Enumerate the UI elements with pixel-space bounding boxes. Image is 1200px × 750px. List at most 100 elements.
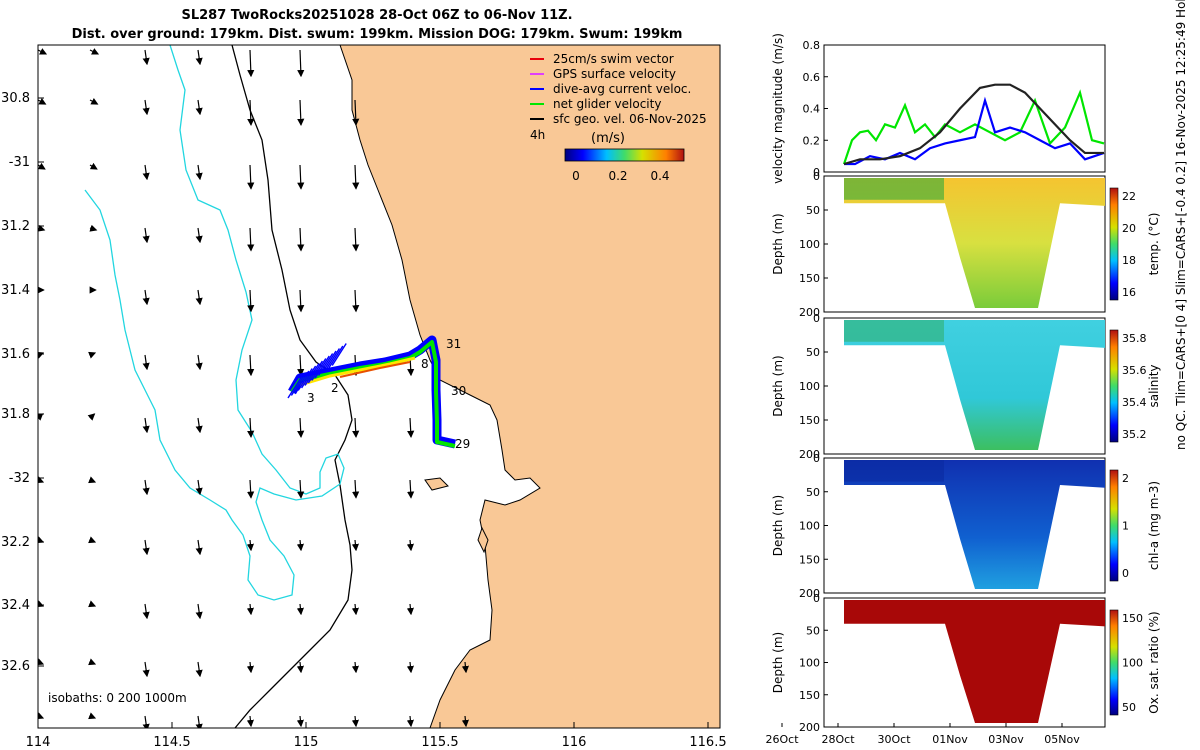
temp-panel-ytick: 100 xyxy=(799,238,820,251)
current-vector-arrow xyxy=(88,351,97,359)
time-tick-label: 05Nov xyxy=(1044,733,1080,746)
current-vector-arrow xyxy=(297,417,305,438)
chla-section xyxy=(844,460,1105,589)
legend-label: dive-avg current veloc. xyxy=(553,82,691,96)
lat-tick-label: 31.6 xyxy=(1,347,30,362)
temp-panel-ylabel: Depth (m) xyxy=(771,213,785,274)
chla-panel-ytick: 200 xyxy=(799,587,820,600)
lat-tick-label: 31.4 xyxy=(1,283,30,298)
velocity-panel-frame xyxy=(823,44,1106,173)
current-vector-arrow xyxy=(38,48,48,55)
current-vector-arrow xyxy=(88,712,97,720)
chla-panel-ylabel: Depth (m) xyxy=(771,495,785,556)
track-day-label: 30 xyxy=(451,384,466,398)
current-vector-arrow xyxy=(195,227,203,244)
dive-vector xyxy=(311,358,327,381)
time-tick-label: 28Oct xyxy=(821,733,855,746)
oxsat-section xyxy=(844,600,1105,723)
current-vector-arrow xyxy=(297,49,305,78)
current-vector-arrow xyxy=(461,661,469,674)
current-vector-arrow xyxy=(461,715,469,728)
current-vector-arrow xyxy=(195,289,203,306)
current-vector-arrow xyxy=(296,539,304,552)
isobath-1000m xyxy=(84,45,345,601)
isobath-200m xyxy=(231,45,353,728)
legend-label: net glider velocity xyxy=(553,97,661,111)
lat-tick-label: -31 xyxy=(9,155,30,170)
current-vector-arrow xyxy=(195,603,203,620)
current-vector-arrow xyxy=(406,539,414,552)
current-vector-arrow xyxy=(142,417,150,434)
legend-label: 25cm/s swim vector xyxy=(553,52,674,66)
chla-colorbar xyxy=(1109,469,1119,582)
legend-label: sfc geo. vel. 06-Nov-2025 xyxy=(553,112,707,126)
current-vector-arrow xyxy=(351,715,359,728)
track-day-label: 2 xyxy=(331,381,339,395)
current-vector-arrow xyxy=(89,162,98,170)
current-vector-arrow xyxy=(142,661,150,678)
current-vector-arrow xyxy=(297,99,305,126)
lat-tick-label: 31.2 xyxy=(1,219,30,234)
velocity-panel-ytick: 0.8 xyxy=(803,39,821,52)
temp-panel-ytick: 0 xyxy=(813,170,820,183)
current-vector-arrow xyxy=(89,48,100,55)
dive-vector xyxy=(301,365,317,389)
temp-cbar-tick: 20 xyxy=(1122,222,1136,235)
current-vector-arrow xyxy=(352,164,360,190)
current-vector-arrow xyxy=(406,661,414,674)
temp-cbar-tick: 16 xyxy=(1122,286,1136,299)
salinity-panel-ylabel: Depth (m) xyxy=(771,355,785,416)
salinity-panel-ytick: 150 xyxy=(799,414,820,427)
current-vector-arrow xyxy=(352,289,360,313)
velocity-panel-ytick: 0.2 xyxy=(803,134,821,147)
current-vector-arrow xyxy=(352,417,360,438)
dive-vector xyxy=(294,370,310,394)
current-vector-arrow xyxy=(247,479,255,499)
salinity-panel-ytick: 100 xyxy=(799,380,820,393)
salinity-cbar-tick: 35.2 xyxy=(1122,428,1147,441)
lat-tick-label: 32.6 xyxy=(1,659,30,674)
current-vector-arrow xyxy=(142,99,150,116)
surface-geostrophic-line xyxy=(843,83,1104,166)
temp-section xyxy=(844,178,1105,308)
salinity-panel-ytick: 50 xyxy=(806,346,820,359)
velocity-panel-ytick: 0 xyxy=(813,166,820,179)
dive-vector xyxy=(331,343,347,366)
current-vector-arrow xyxy=(406,603,414,616)
current-vector-arrow xyxy=(406,715,414,728)
salinity-cbar-tick: 35.6 xyxy=(1122,364,1147,377)
colorbar-tick: 0.4 xyxy=(650,169,669,183)
salinity-section xyxy=(844,320,1105,450)
track-day-label: 8 xyxy=(421,357,429,371)
current-vector-arrow xyxy=(142,164,150,181)
current-vector-arrow xyxy=(407,479,415,499)
dive-avg-current-line xyxy=(844,96,1105,166)
temp-cbar-tick: 18 xyxy=(1122,254,1136,267)
chla-cbar-tick: 1 xyxy=(1122,520,1129,533)
current-vector-arrow xyxy=(142,49,150,66)
velocity-panel-ytick: 0.4 xyxy=(803,103,821,116)
lat-tick-label: -32 xyxy=(9,471,30,486)
time-series-panels: 0.8 0.6 0.4 0.2 0 velocity magnitude (m/s) 0 50… xyxy=(765,33,1161,746)
chla-panel-ytick: 100 xyxy=(799,520,820,533)
oxsat-cbar-tick: 150 xyxy=(1122,612,1143,625)
salinity-cbar-tick: 35.4 xyxy=(1122,396,1147,409)
current-vector-arrow xyxy=(296,603,304,616)
glider-track xyxy=(287,335,456,449)
current-vector-arrow xyxy=(88,536,97,544)
lon-tick-label: 115 xyxy=(294,735,319,750)
current-vector-arrow xyxy=(297,479,305,499)
current-vector-arrow xyxy=(38,476,45,484)
temp-panel-ytick: 200 xyxy=(799,306,820,319)
current-vector-arrow xyxy=(195,479,203,496)
oxsat-colorbar xyxy=(1109,609,1119,716)
current-vector-arrow xyxy=(89,97,99,105)
chla-cbar-tick: 2 xyxy=(1122,472,1129,485)
current-vector-arrow xyxy=(142,603,150,620)
current-vector-field xyxy=(38,48,469,728)
current-vector-arrow xyxy=(247,354,255,377)
current-vector-arrow xyxy=(297,289,305,313)
current-vector-arrow xyxy=(195,99,203,116)
time-tick-label: 30Oct xyxy=(877,733,911,746)
map-panel: 3 2 8 31 30 29 114 114.5 115 115.5 116 116.5 3… xyxy=(1,44,727,750)
